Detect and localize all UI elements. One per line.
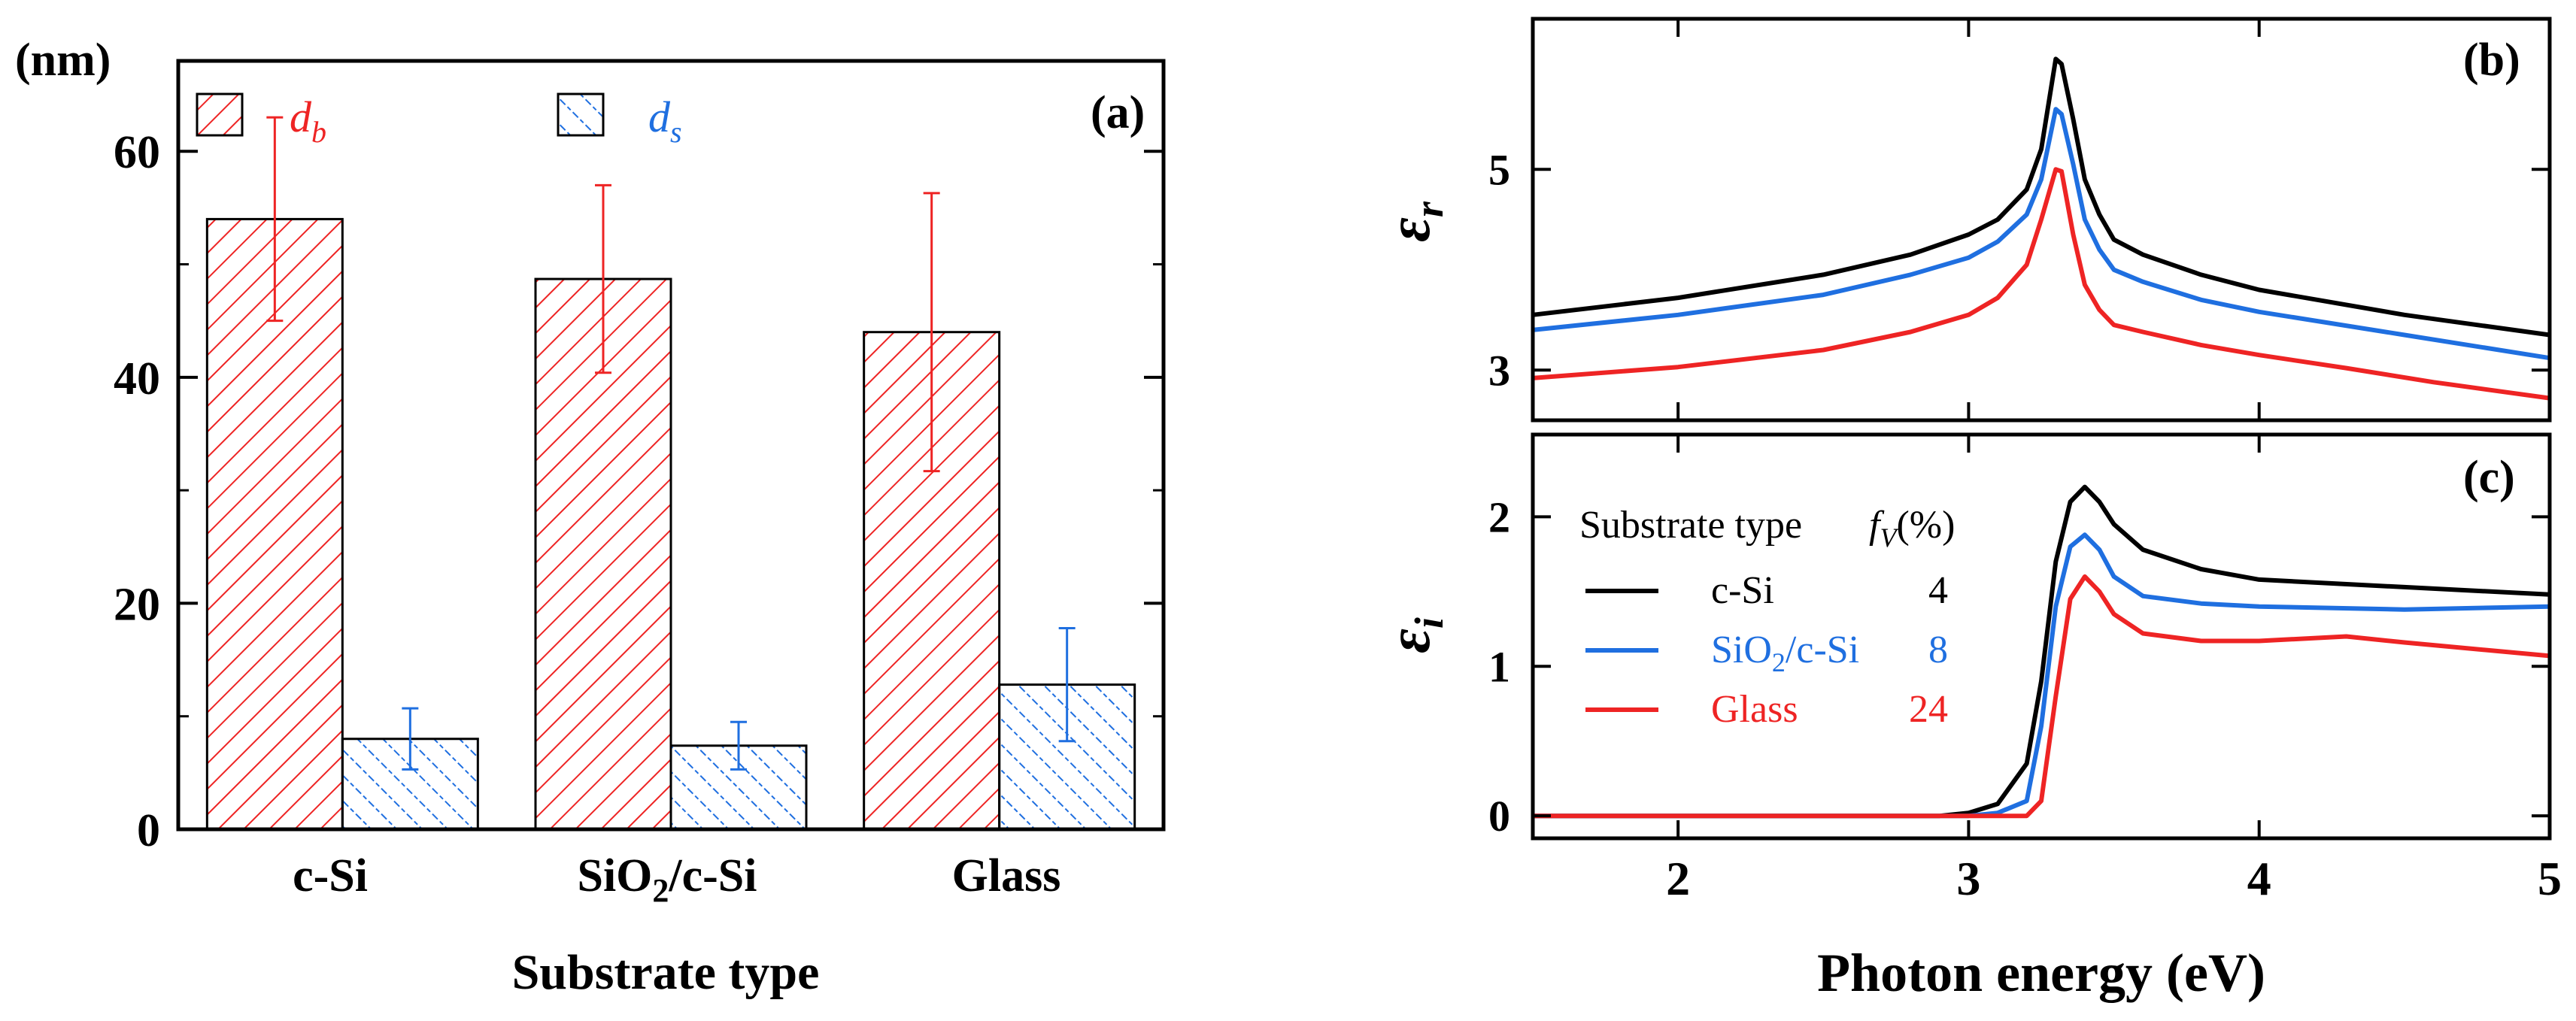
panel-b-line-chart: 35 (b) εr — [1376, 17, 2552, 423]
panel-label-c: (c) — [2463, 452, 2515, 503]
x-tick-label-5: 5 — [2538, 852, 2562, 905]
y-tick-label-5: 5 — [1488, 145, 1510, 194]
x-axis-title-c: Photon energy (eV) — [1817, 943, 2265, 1003]
x-tick-label-sio2-c-si: SiO2/c-Si — [577, 850, 757, 909]
error-bar-d-b-c-si — [266, 116, 284, 323]
legend-label-ds: ds — [648, 92, 682, 149]
y-tick-label-20: 20 — [114, 579, 160, 630]
series-line-glass — [1532, 167, 2550, 401]
line-series-group — [1533, 484, 2550, 819]
x-tick-label-4: 4 — [2247, 852, 2271, 905]
y-unit-label: (nm) — [15, 35, 111, 86]
error-bar-d-s-glass — [1058, 626, 1076, 743]
y-tick-label-0: 0 — [137, 805, 160, 856]
legend-header-substrate: Substrate type — [1579, 504, 1802, 547]
y-tick-label-2: 2 — [1488, 492, 1510, 541]
error-bar-d-b-sio-c-si — [595, 183, 611, 374]
series-line-glass — [1533, 574, 2550, 819]
legend-label-sio2-c-si: SiO2/c-Si — [1711, 629, 1859, 677]
x-axis-title-a: Substrate type — [512, 945, 820, 1000]
plot-frame — [1531, 432, 2552, 841]
legend-label-c-si: c-Si — [1711, 569, 1774, 612]
y-tick-label-3: 3 — [1488, 346, 1510, 395]
legend-fv-glass: 24 — [1909, 688, 1948, 731]
line-series-group — [1532, 56, 2550, 401]
x-tick-label-2: 2 — [1666, 852, 1690, 905]
legend-label-db: db — [290, 92, 326, 149]
bar-series-group — [205, 217, 1136, 831]
x-tick-label-c-si: c-Si — [293, 850, 368, 901]
error-bar-d-s-c-si — [402, 707, 419, 771]
axis-ticks: 0 20 40 60 — [114, 127, 1164, 856]
plot-frame — [176, 59, 1166, 832]
y-tick-label-0: 0 — [1488, 792, 1510, 841]
axis-ticks: 35 — [1488, 19, 2551, 420]
y-axis-title-c: εi — [1376, 617, 1452, 653]
y-tick-label-60: 60 — [114, 127, 160, 178]
panel-label-a: (a) — [1091, 87, 1145, 138]
error-bar-group — [266, 116, 1076, 771]
plot-frame — [1531, 17, 2552, 423]
y-tick-label-1: 1 — [1488, 642, 1510, 691]
legend-fv-c-si: 4 — [1928, 569, 1948, 612]
legend-label-glass: Glass — [1711, 688, 1798, 731]
legend-fv-sio2-c-si: 8 — [1928, 629, 1948, 671]
series-line-sio2-c-si — [1532, 107, 2550, 361]
axis-ticks: 0 1 2 2 3 4 5 — [1488, 435, 2562, 905]
legend-header-fv: fV(%) — [1869, 504, 1955, 553]
x-tick-label-3: 3 — [1956, 852, 1980, 905]
series-line-sio2-c-si — [1533, 532, 2550, 819]
x-tick-label-glass: Glass — [952, 850, 1061, 901]
legend-swatch-db — [196, 92, 244, 137]
series-line-c-si — [1533, 484, 2550, 819]
panel-c-line-chart: 0 1 2 2 3 4 5 (c) εi Photon energy (eV) Substr… — [1376, 432, 2562, 1003]
bar-d-s-sio-c-si — [669, 744, 808, 831]
y-tick-label-40: 40 — [114, 353, 160, 404]
panel-label-b: (b) — [2463, 35, 2520, 86]
series-line-c-si — [1532, 56, 2550, 338]
legend-swatch-ds — [557, 92, 605, 137]
y-axis-title-b: εr — [1376, 201, 1452, 242]
panel-a-bar-chart: 0 20 40 60 (nm) (a) db ds c-Si SiO2/c-Si Gl… — [15, 35, 1166, 1000]
error-bar-d-b-glass — [923, 192, 940, 473]
error-bar-d-s-sio-c-si — [730, 720, 747, 771]
